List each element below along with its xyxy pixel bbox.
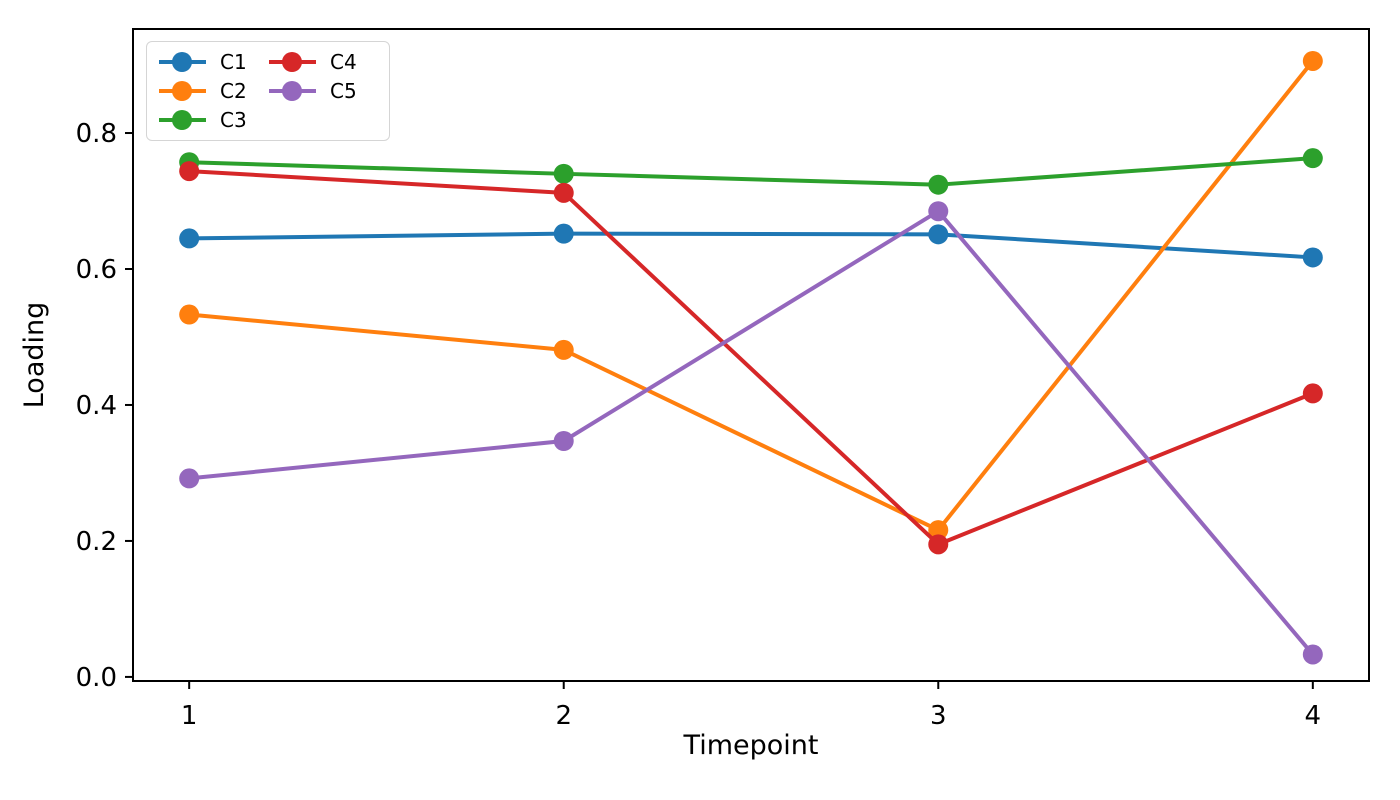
series-marker-c4 bbox=[928, 534, 949, 555]
series-marker-c2 bbox=[928, 520, 949, 541]
series-marker-c1 bbox=[1302, 247, 1323, 268]
series-marker-c5 bbox=[928, 201, 949, 222]
legend-entry-c3: C3 bbox=[159, 108, 269, 132]
series-line-c1 bbox=[189, 231, 1313, 260]
plot-border bbox=[132, 28, 1370, 682]
series-marker-c3 bbox=[928, 174, 949, 195]
series-line-c4 bbox=[189, 169, 1314, 547]
x-tick-label: 1 bbox=[181, 701, 198, 731]
series-marker-c3 bbox=[553, 163, 574, 184]
y-tick-label: 0.8 bbox=[76, 119, 117, 149]
x-tick-label: 4 bbox=[1305, 701, 1322, 731]
legend-entry-c5: C5 bbox=[269, 79, 379, 103]
y-tick-label: 0.4 bbox=[76, 391, 117, 421]
legend-label: C5 bbox=[330, 78, 357, 103]
series-marker-c2 bbox=[553, 339, 574, 360]
series-line-c2 bbox=[188, 59, 1315, 533]
x-tick-label: 3 bbox=[930, 701, 947, 731]
legend-line-marker-icon bbox=[159, 109, 206, 130]
series-line-c5 bbox=[188, 209, 1315, 656]
y-tick-label: 0.6 bbox=[76, 255, 117, 285]
legend-entry-c2: C2 bbox=[159, 79, 269, 103]
series-marker-c1 bbox=[553, 223, 574, 244]
series-marker-c1 bbox=[179, 228, 200, 249]
series-marker-c4 bbox=[1302, 383, 1323, 404]
legend-label: C4 bbox=[330, 50, 357, 75]
y-axis-label: Loading bbox=[19, 301, 50, 409]
series-marker-c3 bbox=[1302, 148, 1323, 169]
legend-line-marker-icon bbox=[159, 52, 206, 73]
x-axis-label: Timepoint bbox=[683, 730, 819, 761]
legend-label: C1 bbox=[220, 50, 247, 75]
series-marker-c5 bbox=[1302, 644, 1323, 665]
x-tick-label: 2 bbox=[555, 701, 572, 731]
legend-line-marker-icon bbox=[269, 80, 316, 101]
legend-line-marker-icon bbox=[269, 52, 316, 73]
legend-entry-c4: C4 bbox=[269, 50, 379, 74]
legend-label: C2 bbox=[220, 78, 247, 103]
legend-entry-c1: C1 bbox=[159, 50, 269, 74]
y-tick-label: 0.2 bbox=[76, 527, 117, 557]
series-marker-c2 bbox=[179, 304, 200, 325]
series-marker-c1 bbox=[928, 224, 949, 245]
series-marker-c4 bbox=[179, 161, 200, 182]
series-marker-c4 bbox=[553, 182, 574, 203]
legend-line-marker-icon bbox=[159, 80, 206, 101]
series-marker-c2 bbox=[1302, 50, 1323, 71]
series-line-c3 bbox=[189, 156, 1313, 187]
series-marker-c5 bbox=[179, 468, 200, 489]
series-marker-c5 bbox=[553, 431, 574, 452]
y-tick-label: 0.0 bbox=[76, 663, 117, 693]
legend: C1 C2 C3 C4 C5 bbox=[146, 41, 390, 141]
legend-label: C3 bbox=[220, 107, 247, 132]
